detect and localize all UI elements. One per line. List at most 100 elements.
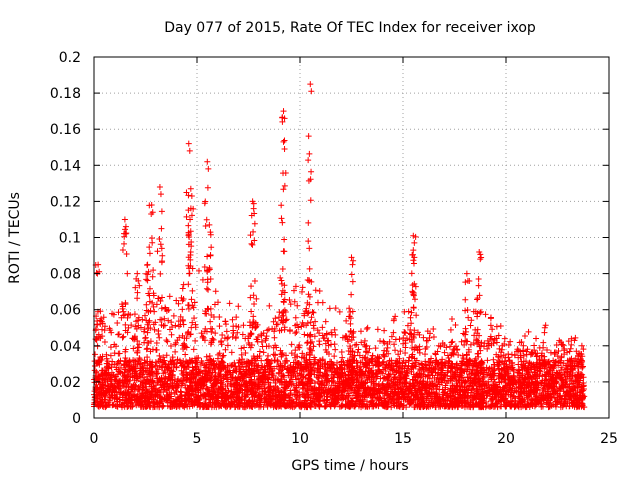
data-point bbox=[545, 370, 552, 377]
data-point bbox=[550, 363, 557, 370]
data-point bbox=[580, 346, 587, 353]
data-point bbox=[292, 283, 299, 290]
data-point bbox=[277, 347, 284, 354]
data-point bbox=[289, 400, 296, 407]
data-points bbox=[91, 81, 588, 411]
data-point bbox=[166, 326, 173, 333]
data-point bbox=[338, 366, 345, 373]
data-point bbox=[288, 350, 295, 357]
data-point bbox=[316, 330, 323, 337]
data-point bbox=[182, 351, 189, 358]
data-point bbox=[540, 339, 547, 346]
data-point bbox=[381, 327, 388, 334]
data-point bbox=[100, 375, 107, 382]
data-point bbox=[400, 340, 407, 347]
data-point bbox=[150, 321, 157, 328]
data-point bbox=[537, 368, 544, 375]
data-point bbox=[391, 316, 398, 323]
data-point bbox=[254, 353, 261, 360]
data-point bbox=[117, 401, 124, 408]
data-point bbox=[239, 331, 246, 338]
data-point bbox=[446, 343, 453, 350]
data-point bbox=[155, 330, 162, 337]
data-point bbox=[395, 351, 402, 358]
data-point bbox=[233, 323, 240, 330]
data-point bbox=[103, 364, 110, 371]
data-point bbox=[495, 353, 502, 360]
data-point bbox=[277, 274, 284, 281]
data-point bbox=[353, 357, 360, 364]
data-point bbox=[433, 389, 440, 396]
data-point bbox=[108, 329, 115, 336]
data-point bbox=[555, 347, 562, 354]
data-point bbox=[572, 334, 579, 341]
data-point bbox=[272, 351, 279, 358]
data-point bbox=[377, 338, 384, 345]
data-point bbox=[292, 392, 299, 399]
data-point bbox=[467, 377, 474, 384]
data-point bbox=[358, 339, 365, 346]
data-point bbox=[404, 394, 411, 401]
data-point bbox=[354, 349, 361, 356]
data-point bbox=[490, 356, 497, 363]
data-point bbox=[390, 329, 397, 336]
data-point bbox=[331, 326, 338, 333]
data-point bbox=[163, 352, 170, 359]
data-point bbox=[137, 399, 144, 406]
data-point bbox=[151, 308, 158, 315]
data-point bbox=[581, 404, 588, 411]
data-point bbox=[376, 368, 383, 375]
data-point bbox=[497, 322, 504, 329]
data-point bbox=[569, 367, 576, 374]
data-point bbox=[247, 294, 254, 301]
data-point bbox=[553, 358, 560, 365]
data-point bbox=[316, 341, 323, 348]
data-point bbox=[413, 357, 420, 364]
data-point bbox=[166, 293, 173, 300]
data-point bbox=[299, 284, 306, 291]
data-point bbox=[301, 331, 308, 338]
data-point bbox=[168, 331, 175, 338]
data-point bbox=[203, 285, 210, 292]
data-point bbox=[525, 328, 532, 335]
data-point bbox=[458, 360, 465, 367]
data-point bbox=[472, 308, 479, 315]
data-point bbox=[414, 329, 421, 336]
data-point bbox=[291, 298, 298, 305]
data-point bbox=[127, 312, 134, 319]
data-point bbox=[131, 368, 138, 375]
data-point bbox=[224, 382, 231, 389]
data-point bbox=[136, 282, 143, 289]
data-point bbox=[295, 324, 302, 331]
data-point bbox=[115, 309, 122, 316]
data-point bbox=[190, 346, 197, 353]
data-point bbox=[465, 383, 472, 390]
data-point bbox=[381, 339, 388, 346]
data-point bbox=[553, 342, 560, 349]
data-point bbox=[577, 356, 584, 363]
data-point bbox=[495, 332, 502, 339]
data-point bbox=[314, 299, 321, 306]
data-point bbox=[528, 400, 535, 407]
data-point bbox=[273, 321, 280, 328]
data-point bbox=[357, 328, 364, 335]
data-point bbox=[370, 362, 377, 369]
data-point bbox=[100, 314, 107, 321]
data-point bbox=[311, 380, 318, 387]
data-point bbox=[351, 387, 358, 394]
data-point bbox=[541, 324, 548, 331]
data-point bbox=[179, 371, 186, 378]
data-point bbox=[388, 333, 395, 340]
data-point bbox=[222, 321, 229, 328]
data-point bbox=[458, 338, 465, 345]
data-point bbox=[232, 386, 239, 393]
data-point bbox=[216, 313, 223, 320]
data-point bbox=[312, 287, 319, 294]
data-point bbox=[189, 287, 196, 294]
data-point bbox=[254, 334, 261, 341]
data-point bbox=[291, 368, 298, 375]
data-point bbox=[498, 349, 505, 356]
data-point bbox=[558, 354, 565, 361]
data-point bbox=[283, 316, 290, 323]
data-point bbox=[375, 397, 382, 404]
